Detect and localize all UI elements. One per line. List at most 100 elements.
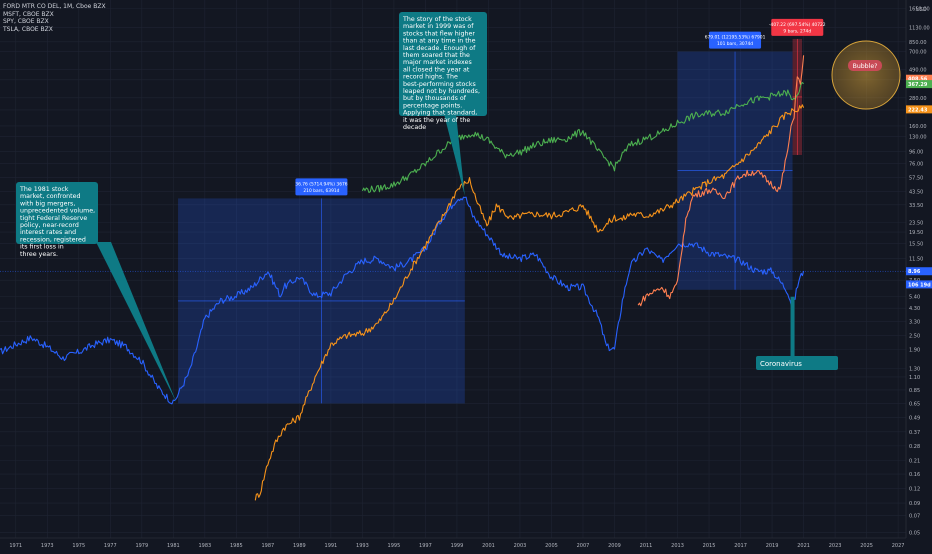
callout-1981-pointer xyxy=(96,242,177,403)
measure-label-box xyxy=(295,178,348,196)
x-tick-label: 1971 xyxy=(9,543,22,549)
bubble-circle xyxy=(831,40,901,110)
x-axis: 1971 1973 1975 1977 1979 1981 1983 1985 1987 1989… xyxy=(0,537,906,549)
x-tick-label: 2003 xyxy=(514,543,527,549)
measure-label-line1: -407.22 (697.54%) 40722 xyxy=(769,22,826,28)
series-line-spy xyxy=(361,81,804,194)
y-tick-label: 700.00 xyxy=(909,50,927,56)
callout-1999-text: The story of the stock market in 1999 was… xyxy=(402,16,480,131)
x-tick-label: 2001 xyxy=(482,543,495,549)
bubble-label-box xyxy=(848,60,882,71)
callout-1999-text-line: last decade. Enough of xyxy=(403,45,476,52)
callout-1999-text-line: market in 1999 was of xyxy=(403,23,474,30)
callout-1999-box xyxy=(399,12,487,116)
callout-1999-text-line: it was the year of the xyxy=(403,117,470,124)
y-tick-label: 850.00 xyxy=(909,40,927,46)
y-tick-label: 4.30 xyxy=(909,306,920,312)
x-tick-label: 1973 xyxy=(41,543,54,549)
callout-1981-text-line: its first loss in xyxy=(20,244,64,251)
y-tick-label: 0.09 xyxy=(909,501,920,507)
measure-label-line2: 9 bars, 274d xyxy=(783,28,811,34)
y-tick-label: 1.30 xyxy=(909,367,920,373)
x-tick-label: 1993 xyxy=(356,543,369,549)
y-tick-label: 43.50 xyxy=(909,190,923,196)
y-axis: 1650.001130.00850.00700.00490.00400.0028… xyxy=(905,0,932,538)
annotation-overlays: The 1981 stock market, confronted with big… xyxy=(0,12,906,403)
x-tick-label: 2017 xyxy=(734,543,747,549)
legend: FORD MTR CO DEL, 1M, Cboe BZX MSFT, CBOE… xyxy=(3,3,106,33)
callout-1981-text-line: The 1981 stock xyxy=(19,186,69,193)
x-tick-label: 2023 xyxy=(829,543,842,549)
x-tick-label: 1997 xyxy=(419,543,432,549)
currency-label: USD xyxy=(916,7,927,13)
y-tick-label: 0.85 xyxy=(909,388,920,394)
series-lines xyxy=(0,55,805,501)
x-tick-label: 1981 xyxy=(167,543,180,549)
callout-1999-text-line: The story of the stock xyxy=(402,16,472,23)
x-tick-label: 1987 xyxy=(261,543,274,549)
y-tick-label: 0.05 xyxy=(909,531,920,537)
y-tick-label: 0.16 xyxy=(909,472,920,478)
y-tick-label: 0.21 xyxy=(909,458,920,464)
legend-item-tsla[interactable]: TSLA, CBOE BZX xyxy=(3,25,53,33)
price-tag-value: 367.29 xyxy=(908,82,928,88)
callout-1999-text-line: percentage points. xyxy=(403,102,462,109)
x-tick-label: 1989 xyxy=(293,543,306,549)
x-tick-label: 2027 xyxy=(892,543,905,549)
series-line-ford-mtr-co-del xyxy=(0,196,805,405)
y-tick-label: 2.50 xyxy=(909,334,920,340)
price-tag-value: 408.56 xyxy=(908,77,928,83)
callout-1999-text-line: major market indexes xyxy=(403,59,472,66)
x-tick-label: 1995 xyxy=(388,543,401,549)
legend-item-msft[interactable]: MSFT, CBOE BZX xyxy=(3,10,54,18)
callout-1999-text-line: stocks that flew higher xyxy=(403,30,475,37)
x-tick-label: 2021 xyxy=(797,543,810,549)
price-tag-value: 8.96 xyxy=(908,269,921,275)
price-tag-box xyxy=(906,74,932,83)
callout-covid-box xyxy=(756,356,838,370)
y-tick-label: 1.10 xyxy=(909,375,920,381)
y-tick-label: 0.37 xyxy=(909,430,920,436)
callout-1999-text-line: best-performing stocks xyxy=(403,81,476,88)
callout-1981-text-line: unprecedented volume, xyxy=(20,208,95,215)
callout-1999-text-line: record highs. The xyxy=(403,74,458,81)
y-tick-label: 11.50 xyxy=(909,257,923,263)
price-tag-value: 106 19d xyxy=(908,282,931,288)
y-tick-label: 0.07 xyxy=(909,514,920,520)
legend-item-spy[interactable]: SPY, CBOE BZX xyxy=(3,18,49,25)
measure-label-line1: 36.76 (5714.94%) 3676 xyxy=(295,181,347,187)
callout-covid-pointer xyxy=(790,296,795,360)
y-tick-label: 33.50 xyxy=(909,203,923,209)
price-tag-value: 222.43 xyxy=(908,107,928,113)
callout-covid-text: Coronavirus xyxy=(760,360,802,368)
callout-1981-text-line: policy, near-record xyxy=(20,222,79,229)
y-tick-label: 160.00 xyxy=(909,124,927,130)
x-tick-label: 2013 xyxy=(671,543,684,549)
callout-1981-text-line: tight Federal Reserve xyxy=(20,215,87,222)
y-tick-label: 490.00 xyxy=(909,68,927,74)
price-tag-box xyxy=(906,280,932,289)
measure-label-box xyxy=(709,31,762,49)
callout-1999-pointer xyxy=(444,114,465,196)
measure-label-box xyxy=(771,18,824,36)
y-tick-label: 130.00 xyxy=(909,134,927,140)
legend-item-ford[interactable]: FORD MTR CO DEL, 1M, Cboe BZX xyxy=(3,3,106,10)
y-tick-label: 57.50 xyxy=(909,176,923,182)
y-tick-label: 0.28 xyxy=(909,444,920,450)
measure-label-line2: 101 bars, 3074d xyxy=(717,41,753,47)
y-tick-label: 1.90 xyxy=(909,347,920,353)
y-tick-label: 0.49 xyxy=(909,416,920,422)
callout-1999-text-line: but by thousands of xyxy=(403,95,467,102)
x-tick-label: 2009 xyxy=(608,543,621,549)
callout-1999-text-line: than at any time in the xyxy=(403,38,476,45)
y-tick-label: 280.00 xyxy=(909,96,927,102)
x-tick-label: 1991 xyxy=(325,543,338,549)
y-tick-label: 76.00 xyxy=(909,161,923,167)
callout-1981-text-line: market, confronted xyxy=(20,193,81,200)
callout-1981-text: The 1981 stock market, confronted with big… xyxy=(19,186,95,258)
y-tick-label: 23.50 xyxy=(909,221,923,227)
measure-label-line1: 679.01 (12195.53%) 67901 xyxy=(705,35,766,41)
x-tick-label: 1983 xyxy=(198,543,211,549)
